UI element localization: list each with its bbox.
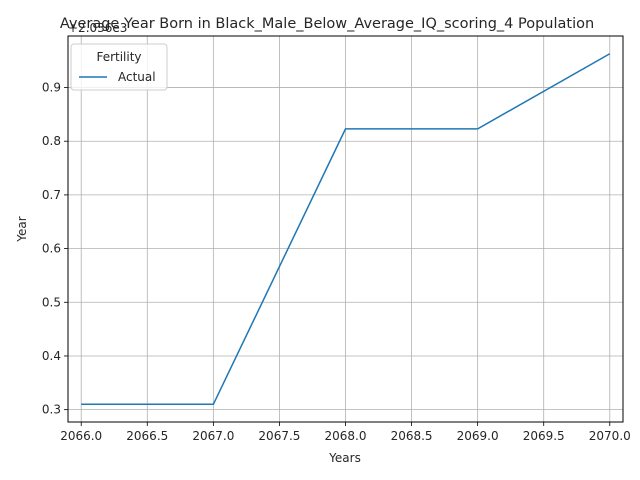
x-tick-label: 2067.5 bbox=[258, 429, 300, 443]
y-tick-label: 0.5 bbox=[42, 295, 61, 309]
y-tick-label: 0.3 bbox=[42, 403, 61, 417]
series-layer bbox=[81, 53, 611, 406]
y-tick-label: 0.8 bbox=[42, 134, 61, 148]
chart-title: Average Year Born in Black_Male_Below_Av… bbox=[60, 16, 594, 32]
grid bbox=[68, 36, 623, 422]
x-tick-label: 2068.5 bbox=[391, 429, 433, 443]
legend-label-actual: Actual bbox=[118, 70, 156, 84]
x-tick-label: 2068.0 bbox=[325, 429, 367, 443]
y-ticks: 0.3 0.4 0.5 0.6 0.7 0.8 0.9 bbox=[42, 81, 68, 417]
y-tick-label: 0.4 bbox=[42, 349, 61, 363]
y-offset-text: +2.036e3 bbox=[68, 21, 127, 35]
y-tick-label: 0.7 bbox=[42, 188, 61, 202]
legend-box bbox=[70, 43, 168, 91]
x-tick-label: 2069.0 bbox=[457, 429, 499, 443]
x-axis-label: Years bbox=[328, 451, 361, 465]
y-tick-label: 0.9 bbox=[42, 81, 61, 95]
y-tick-label: 0.6 bbox=[42, 242, 61, 256]
x-ticks: 2066.0 2066.5 2067.0 2067.5 2068.0 2068.5 2069… bbox=[60, 422, 631, 443]
x-tick-label: 2069.5 bbox=[523, 429, 565, 443]
x-tick-label: 2070.0 bbox=[589, 429, 631, 443]
x-tick-label: 2067.0 bbox=[192, 429, 234, 443]
x-tick-label: 2066.5 bbox=[126, 429, 168, 443]
y-axis-label: Year bbox=[15, 216, 29, 242]
series-line-actual bbox=[81, 53, 611, 406]
legend-title: Fertility bbox=[96, 50, 141, 64]
legend: Fertility Actual bbox=[70, 43, 168, 91]
x-tick-label: 2066.0 bbox=[60, 429, 102, 443]
